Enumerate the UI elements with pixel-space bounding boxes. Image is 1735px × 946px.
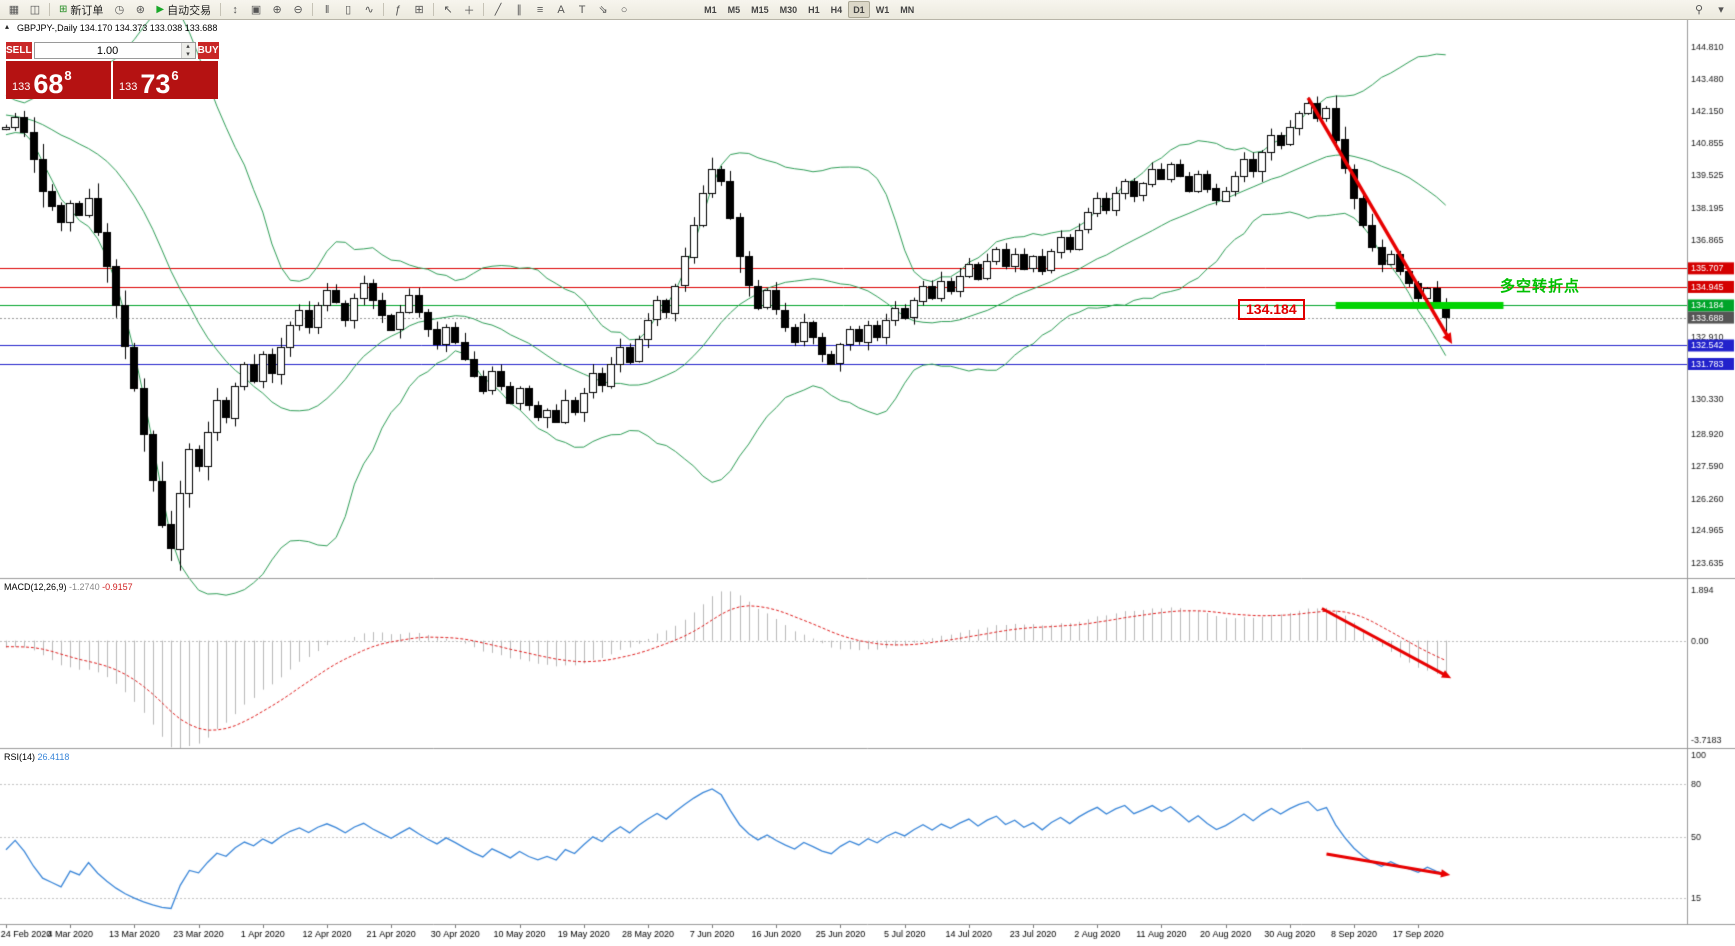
new-order-button[interactable]: ⊞ 新订单	[54, 2, 108, 17]
scale-icon[interactable]: ↕	[232, 3, 238, 16]
timeframe-mn[interactable]: MN	[900, 4, 915, 15]
arrow-object-icon[interactable]: ⇘	[598, 4, 608, 16]
autotrading-button[interactable]: ▶ 自动交易	[151, 2, 216, 17]
volume-input[interactable]	[34, 43, 181, 58]
toolbar-right-group: ⚲ ▾	[1689, 1, 1731, 18]
buy-button[interactable]: BUY	[197, 42, 219, 59]
macd-name: MACD(12,26,9)	[4, 582, 67, 592]
bar-chart-icon[interactable]: ‖	[324, 3, 330, 16]
rsi-indicator-label: RSI(14) 26.4118	[4, 752, 69, 762]
text-label-icon[interactable]: T	[578, 3, 586, 16]
sell-button[interactable]: SELL	[6, 42, 32, 59]
price-chart-canvas[interactable]	[0, 20, 1735, 946]
fibonacci-icon[interactable]: ≡	[536, 3, 544, 16]
candlestick-chart-icon[interactable]: ▯	[345, 4, 352, 16]
timeframe-group: M1 M5 M15 M30 H1 H4 D1 W1 MN	[699, 1, 919, 18]
autotrading-icon: ▶	[156, 4, 165, 15]
new-order-icon: ⊞	[59, 4, 68, 15]
line-chart-icon[interactable]: ∿	[364, 4, 374, 16]
alerts-icon[interactable]: ⊛	[135, 4, 145, 16]
timeframe-m30[interactable]: M30	[779, 4, 798, 15]
macd-signal-value: -0.9157	[102, 582, 133, 592]
objects-list-icon[interactable]: ⊞	[414, 4, 424, 16]
autotrading-button-label: 自动交易	[167, 4, 212, 17]
macd-main-value: -1.2740	[69, 582, 100, 592]
zoom-out-icon[interactable]: ⊖	[293, 4, 303, 16]
sell-price-figure: 133	[12, 81, 31, 93]
one-click-panel-toggle-icon[interactable]: ▴	[5, 22, 10, 31]
new-order-button-label: 新订单	[70, 4, 104, 17]
timeframe-m1[interactable]: M1	[704, 4, 717, 15]
buy-price-figure: 133	[119, 81, 138, 93]
channel-icon[interactable]: ∥	[516, 4, 522, 16]
volume-field: ▴ ▾	[33, 42, 196, 59]
macd-indicator-label: MACD(12,26,9) -1.2740 -0.9157	[4, 582, 133, 592]
cursor-icon[interactable]: ↖	[443, 4, 453, 16]
new-chart-icon[interactable]: ▦	[8, 4, 20, 16]
timeframe-h1[interactable]: H1	[808, 4, 820, 15]
toolbar-separator	[49, 3, 50, 16]
toolbar-options-icon[interactable]: ▾	[1718, 4, 1724, 16]
timeframe-w1[interactable]: W1	[875, 4, 890, 15]
toolbar-separator	[433, 3, 435, 16]
shapes-icon[interactable]: ○	[620, 3, 628, 16]
buy-price-point: 6	[171, 68, 179, 83]
search-icon[interactable]: ⚲	[1694, 4, 1704, 16]
timeframe-m5[interactable]: M5	[727, 4, 741, 15]
toolbar-separator	[220, 3, 222, 16]
sell-price-button[interactable]: 133 68 8	[6, 61, 111, 99]
chart-profiles-icon[interactable]: ◫	[29, 4, 41, 16]
volume-spinner: ▴ ▾	[180, 43, 195, 58]
buy-price-button[interactable]: 133 73 6	[113, 61, 218, 99]
timeframe-d1[interactable]: D1	[848, 1, 870, 18]
toolbar-separator	[383, 3, 385, 16]
main-toolbar: ▦ ◫ ⊞ 新订单 ◷ ⊛ ▶ 自动交易 ↕ ▣ ⊕ ⊖ ‖ ▯ ∿ ƒ ⊞ ↖ ＋ ╱ ∥ ≡ A T ⇘ ○ M1 M5 M15 M3…	[0, 0, 1735, 20]
volume-decrease-button[interactable]: ▾	[181, 50, 195, 58]
buy-price-pips: 73	[140, 69, 171, 100]
zoom-in-icon[interactable]: ⊕	[272, 4, 282, 16]
chart-symbol-header: GBPJPY-,Daily 134.170 134.373 133.038 13…	[17, 23, 218, 33]
rsi-value: 26.4118	[37, 752, 70, 762]
rsi-name: RSI(14)	[4, 752, 36, 762]
toolbar-separator	[483, 3, 485, 16]
timeframe-m15[interactable]: M15	[751, 4, 769, 15]
timeframe-h4[interactable]: H4	[830, 4, 843, 15]
sell-price-pips: 68	[33, 69, 64, 100]
price-tag-annotation[interactable]: 134.184	[1238, 299, 1305, 320]
trendline-icon[interactable]: ╱	[494, 4, 502, 16]
history-center-icon[interactable]: ◷	[114, 4, 125, 16]
toolbar-separator	[312, 3, 314, 16]
indicators-icon[interactable]: ƒ	[395, 3, 402, 16]
text-icon[interactable]: A	[557, 3, 565, 16]
one-click-trading-panel: SELL ▴ ▾ BUY 133 68 8 133	[6, 42, 219, 99]
turning-point-annotation[interactable]: 多空转折点	[1500, 278, 1581, 295]
volume-increase-button[interactable]: ▴	[181, 43, 195, 51]
sell-price-point: 8	[64, 68, 72, 83]
chart-window: ▴ GBPJPY-,Daily 134.170 134.373 133.038 …	[0, 20, 1735, 946]
crosshair-icon[interactable]: ＋	[463, 4, 475, 17]
tile-windows-icon[interactable]: ▣	[250, 4, 262, 16]
